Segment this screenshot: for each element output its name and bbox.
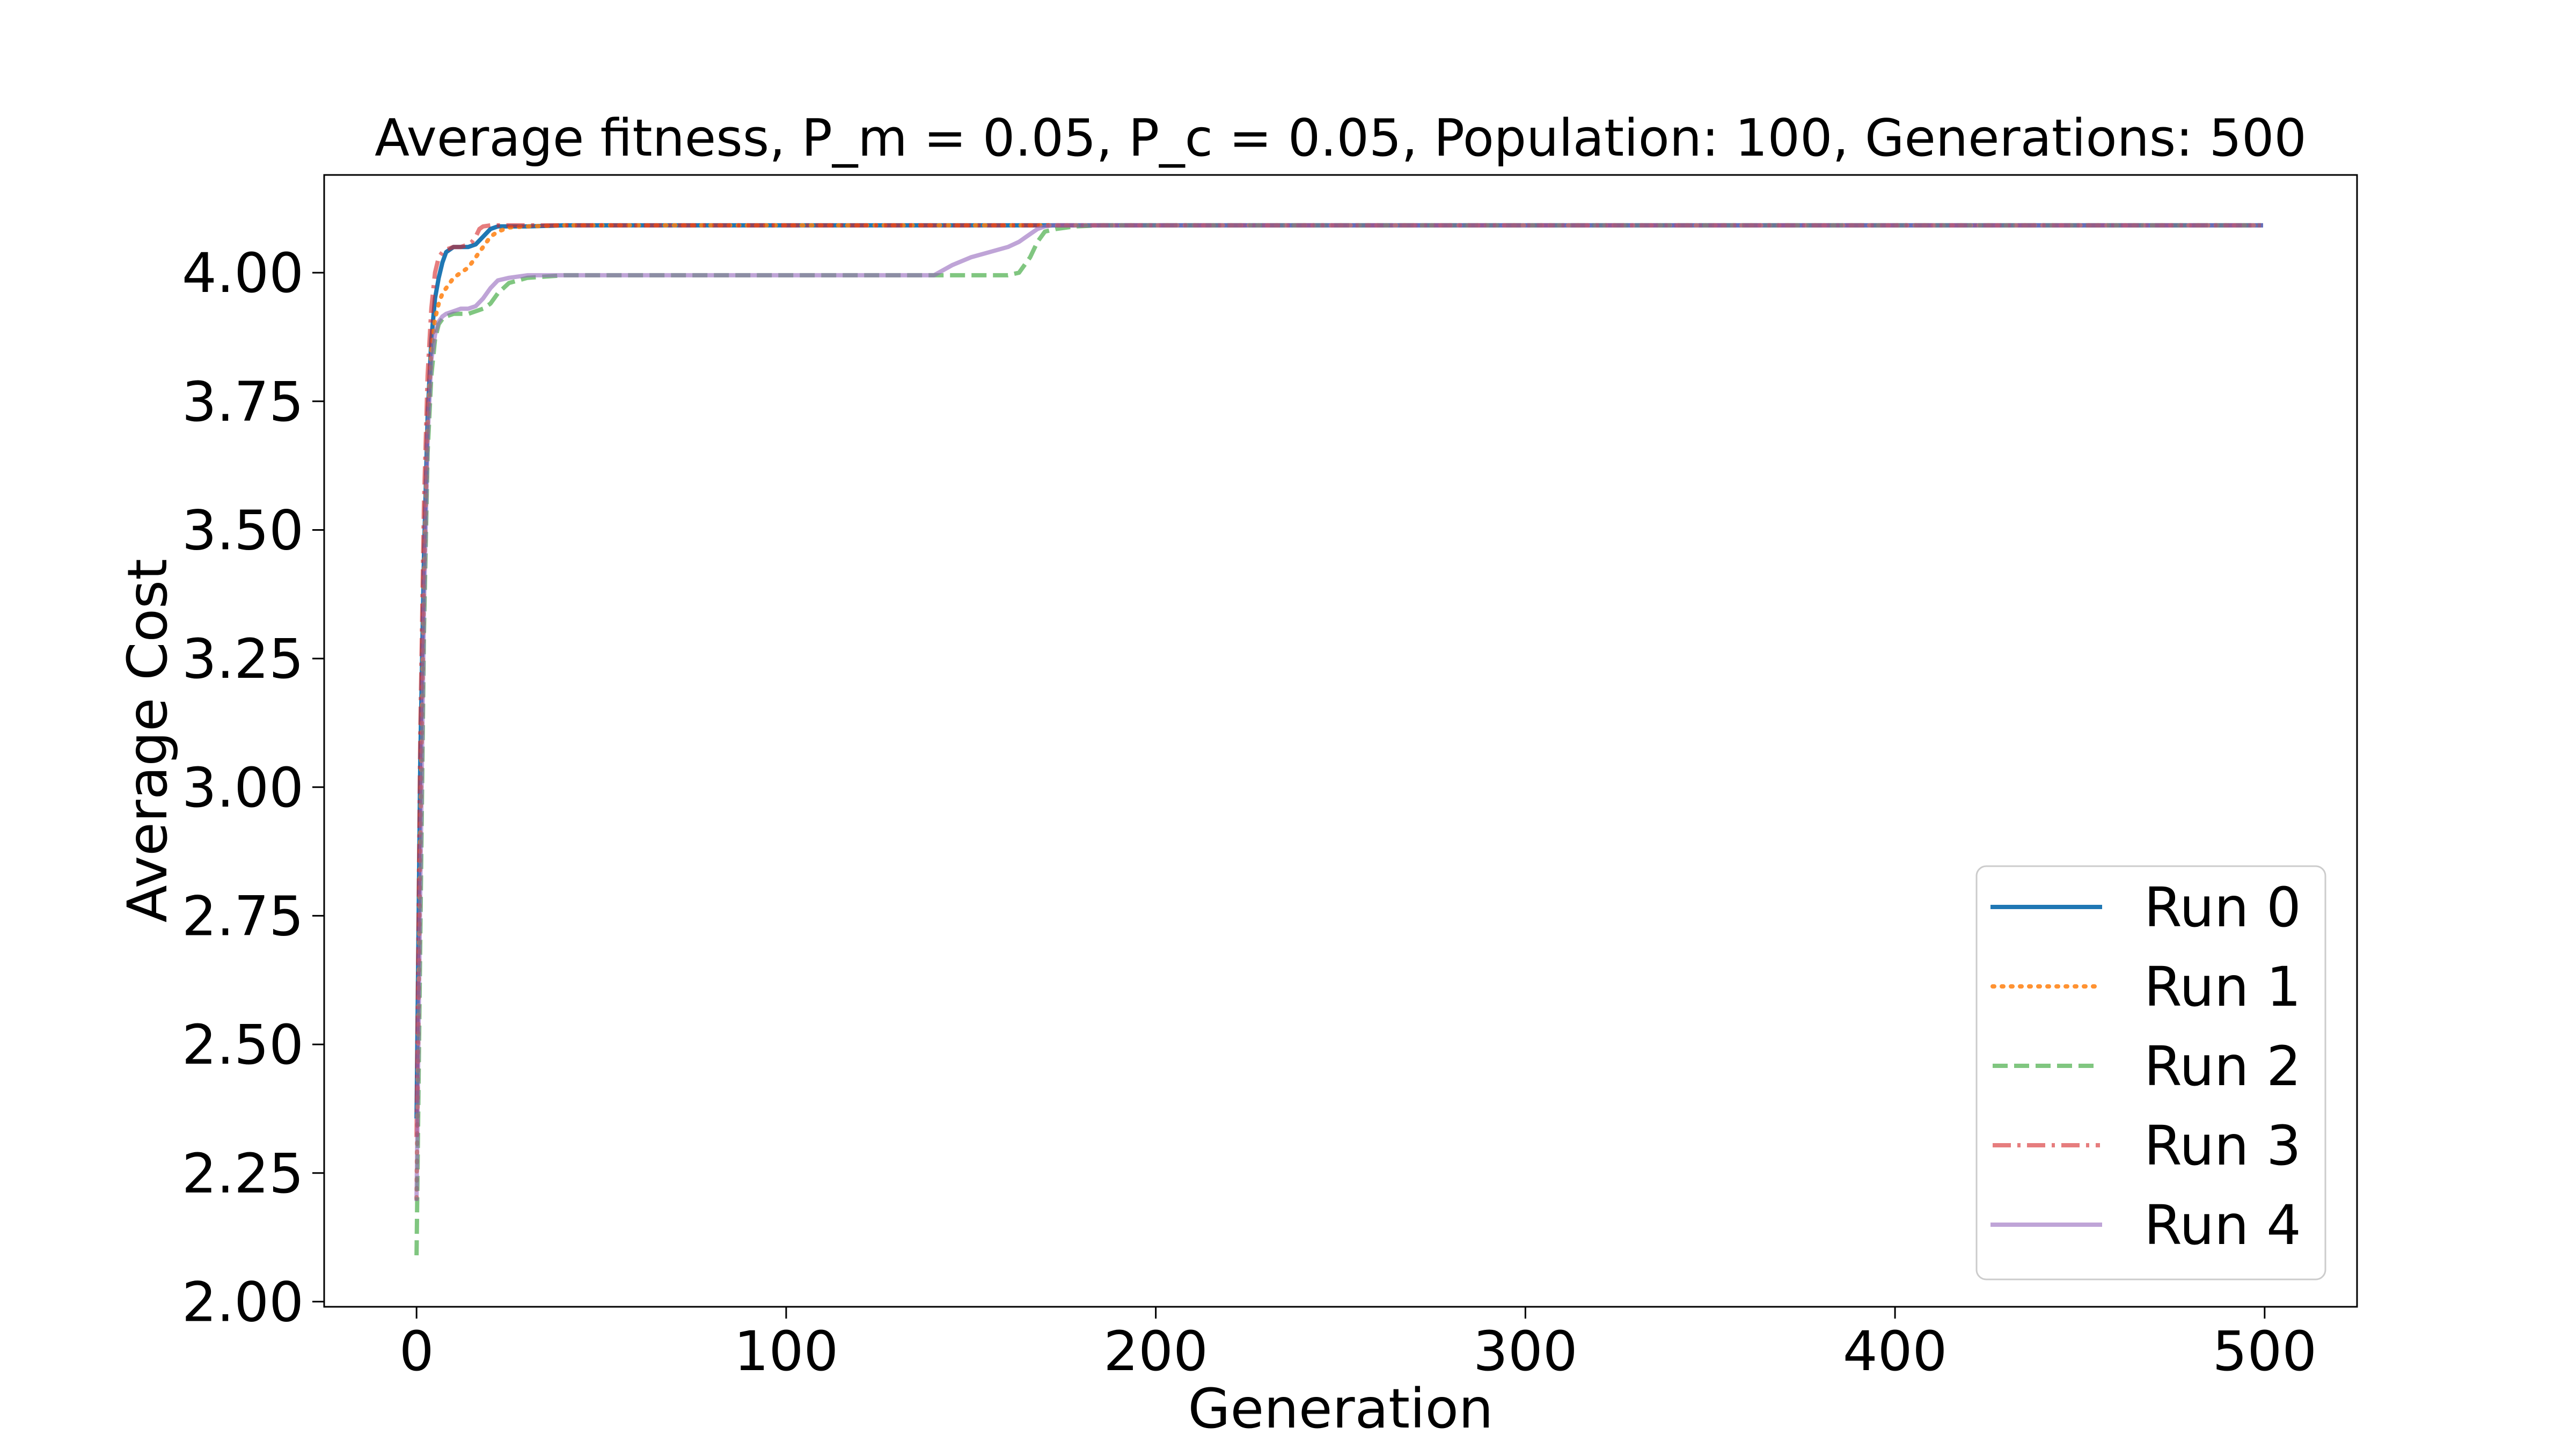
y-tick-label: 3.00: [182, 756, 304, 820]
x-tick-label: 400: [1843, 1320, 1948, 1384]
legend-label-run-4: Run 4: [2144, 1194, 2301, 1257]
y-tick-label: 3.25: [182, 627, 304, 691]
legend-label-run-1: Run 1: [2144, 955, 2301, 1019]
x-tick-label: 0: [399, 1320, 434, 1384]
series-line-run-4: [414, 223, 2263, 1201]
y-tick-label: 3.75: [182, 370, 304, 434]
x-tick-label: 200: [1103, 1320, 1208, 1384]
legend-label-run-3: Run 3: [2144, 1114, 2301, 1178]
y-tick-label: 2.50: [182, 1013, 304, 1077]
series-line-run-3: [414, 223, 2261, 1137]
plot-area-frame: [323, 174, 2358, 1308]
x-tick-label: 300: [1473, 1320, 1578, 1384]
legend-label-run-0: Run 0: [2144, 876, 2301, 940]
y-axis: 2.00 2.25 2.50 2.75 3.00 3.25 3.50 3.75 4.00: [182, 241, 324, 1334]
x-tick-label: 100: [734, 1320, 839, 1384]
x-axis: 0 100 200 300 400 500: [399, 1307, 2317, 1384]
x-tick-label: 500: [2212, 1320, 2317, 1384]
chart-title: Average fitness, P_m = 0.05, P_c = 0.05,…: [375, 109, 2307, 168]
x-axis-label: Generation: [1188, 1377, 1493, 1441]
series-line-run-1: [414, 223, 2263, 1201]
legend-label-run-2: Run 2: [2144, 1035, 2301, 1099]
y-tick-label: 2.00: [182, 1270, 304, 1334]
series-layer: [414, 223, 2263, 1256]
y-axis-label: Average Cost: [116, 559, 180, 923]
y-tick-label: 4.00: [182, 241, 304, 305]
legend: Run 0 Run 1 Run 2 Run 3 Run 4: [1975, 865, 2326, 1280]
y-tick-label: 2.75: [182, 884, 304, 948]
legend-frame: [1975, 865, 2326, 1280]
y-tick-label: 2.25: [182, 1142, 304, 1206]
y-tick-label: 3.50: [182, 499, 304, 562]
